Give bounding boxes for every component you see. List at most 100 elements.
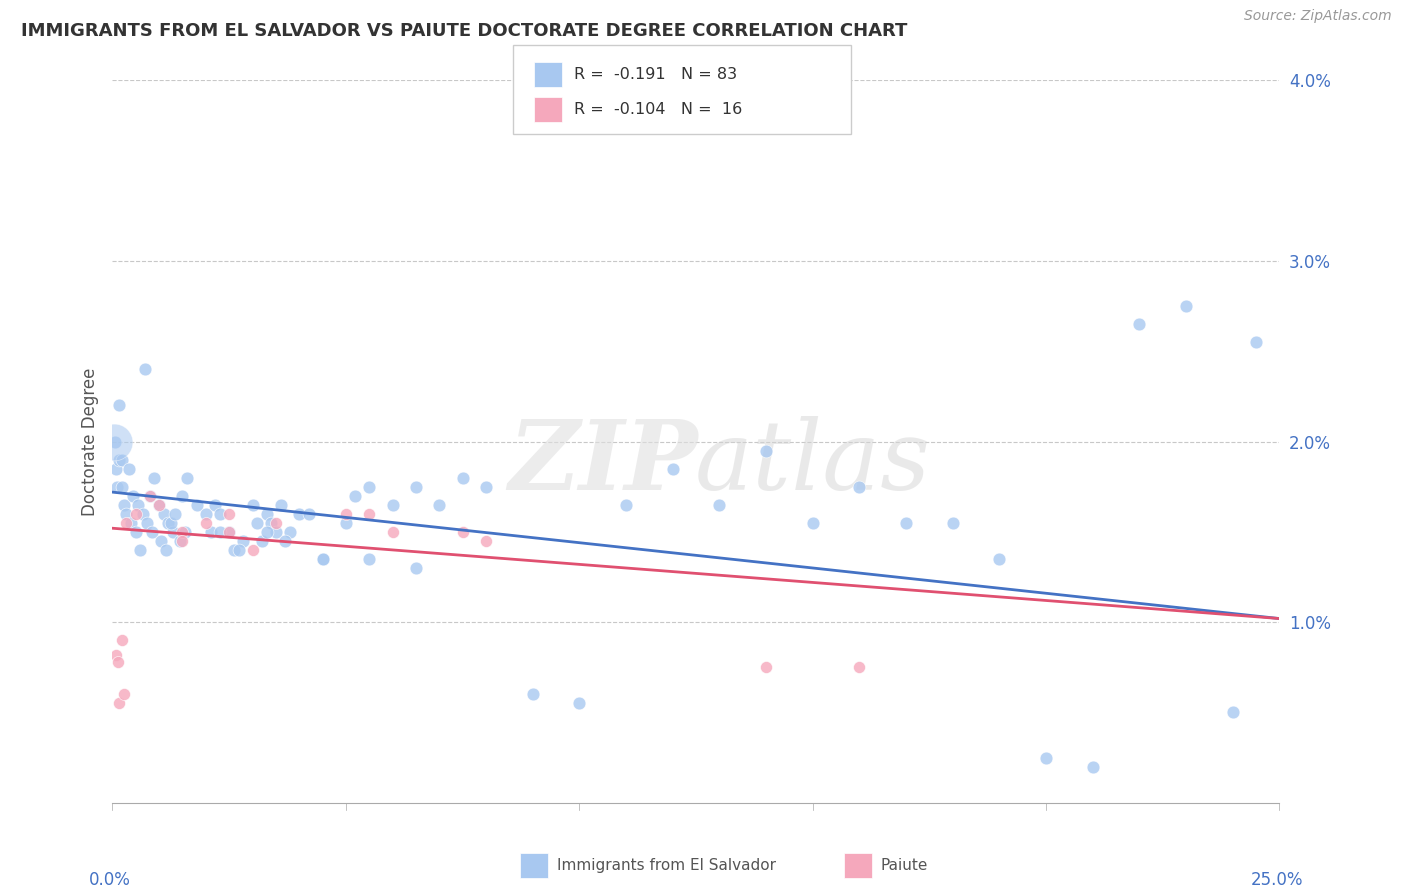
Point xyxy=(153,507,176,521)
Point xyxy=(200,524,222,539)
Point xyxy=(125,524,148,539)
Point xyxy=(134,362,156,376)
Point xyxy=(475,480,498,494)
Text: atlas: atlas xyxy=(695,417,931,510)
Point xyxy=(108,452,131,467)
Y-axis label: Doctorate Degree: Doctorate Degree xyxy=(80,368,98,516)
Point xyxy=(222,542,245,557)
Text: 25.0%: 25.0% xyxy=(1250,871,1303,889)
Point xyxy=(107,655,129,669)
Point xyxy=(988,552,1011,566)
Point xyxy=(165,507,187,521)
Point xyxy=(344,489,367,503)
Point xyxy=(755,443,778,458)
Point xyxy=(148,498,170,512)
Text: Paiute: Paiute xyxy=(880,858,928,872)
Point xyxy=(242,542,264,557)
Point xyxy=(256,524,278,539)
Point xyxy=(115,507,138,521)
Point xyxy=(176,470,198,484)
Point xyxy=(143,470,166,484)
Point xyxy=(1222,706,1244,720)
Point xyxy=(108,697,131,711)
Point xyxy=(264,516,287,530)
Point xyxy=(381,498,404,512)
Point xyxy=(522,687,544,701)
Point xyxy=(118,461,141,475)
Point xyxy=(105,480,128,494)
Point xyxy=(104,434,127,449)
Point xyxy=(155,542,177,557)
Point xyxy=(186,498,208,512)
Point xyxy=(894,516,917,530)
Point xyxy=(359,507,381,521)
Point xyxy=(127,498,149,512)
Point xyxy=(169,533,191,548)
Point xyxy=(335,507,357,521)
Point xyxy=(125,507,148,521)
Point xyxy=(218,524,240,539)
Point xyxy=(228,542,250,557)
Point xyxy=(157,516,180,530)
Point xyxy=(172,489,194,503)
Point xyxy=(288,507,311,521)
Point xyxy=(1128,317,1150,331)
Point xyxy=(1175,299,1198,313)
Point xyxy=(218,507,240,521)
Point xyxy=(311,552,333,566)
Point xyxy=(148,498,170,512)
Point xyxy=(111,633,134,648)
Text: Immigrants from El Salvador: Immigrants from El Salvador xyxy=(557,858,776,872)
Point xyxy=(111,480,134,494)
Point xyxy=(208,524,231,539)
Point xyxy=(270,498,292,512)
Point xyxy=(801,516,824,530)
Point xyxy=(755,660,778,674)
Point xyxy=(108,398,131,412)
Point xyxy=(250,533,273,548)
Point xyxy=(172,533,194,548)
Point xyxy=(115,516,138,530)
Point xyxy=(405,480,427,494)
Point xyxy=(160,516,183,530)
Point xyxy=(105,648,128,662)
Point xyxy=(274,533,297,548)
Point xyxy=(1081,760,1104,774)
Point xyxy=(194,507,217,521)
Point xyxy=(172,524,194,539)
Point xyxy=(246,516,269,530)
Point xyxy=(451,524,474,539)
Point xyxy=(1244,335,1267,350)
Point xyxy=(568,697,591,711)
Point xyxy=(141,524,163,539)
Point xyxy=(136,516,159,530)
Point xyxy=(150,533,173,548)
Point xyxy=(311,552,333,566)
Point xyxy=(129,542,152,557)
Point xyxy=(162,524,184,539)
Point xyxy=(614,498,637,512)
Text: R =  -0.104   N =  16: R = -0.104 N = 16 xyxy=(574,103,742,117)
Point xyxy=(120,516,142,530)
Point xyxy=(661,461,683,475)
Point xyxy=(335,516,357,530)
Point xyxy=(381,524,404,539)
Point xyxy=(218,524,240,539)
Point xyxy=(359,552,381,566)
Point xyxy=(709,498,731,512)
Text: ZIP: ZIP xyxy=(508,417,697,510)
Point xyxy=(256,507,278,521)
Point xyxy=(475,533,498,548)
Point xyxy=(427,498,450,512)
Point xyxy=(260,516,283,530)
Point xyxy=(405,561,427,575)
Text: IMMIGRANTS FROM EL SALVADOR VS PAIUTE DOCTORATE DEGREE CORRELATION CHART: IMMIGRANTS FROM EL SALVADOR VS PAIUTE DO… xyxy=(21,22,907,40)
Point xyxy=(103,434,125,449)
Point xyxy=(297,507,319,521)
Point xyxy=(264,524,287,539)
Point xyxy=(451,470,474,484)
Point xyxy=(194,516,217,530)
Point xyxy=(232,533,254,548)
Point xyxy=(1035,750,1057,764)
Text: Source: ZipAtlas.com: Source: ZipAtlas.com xyxy=(1244,9,1392,23)
